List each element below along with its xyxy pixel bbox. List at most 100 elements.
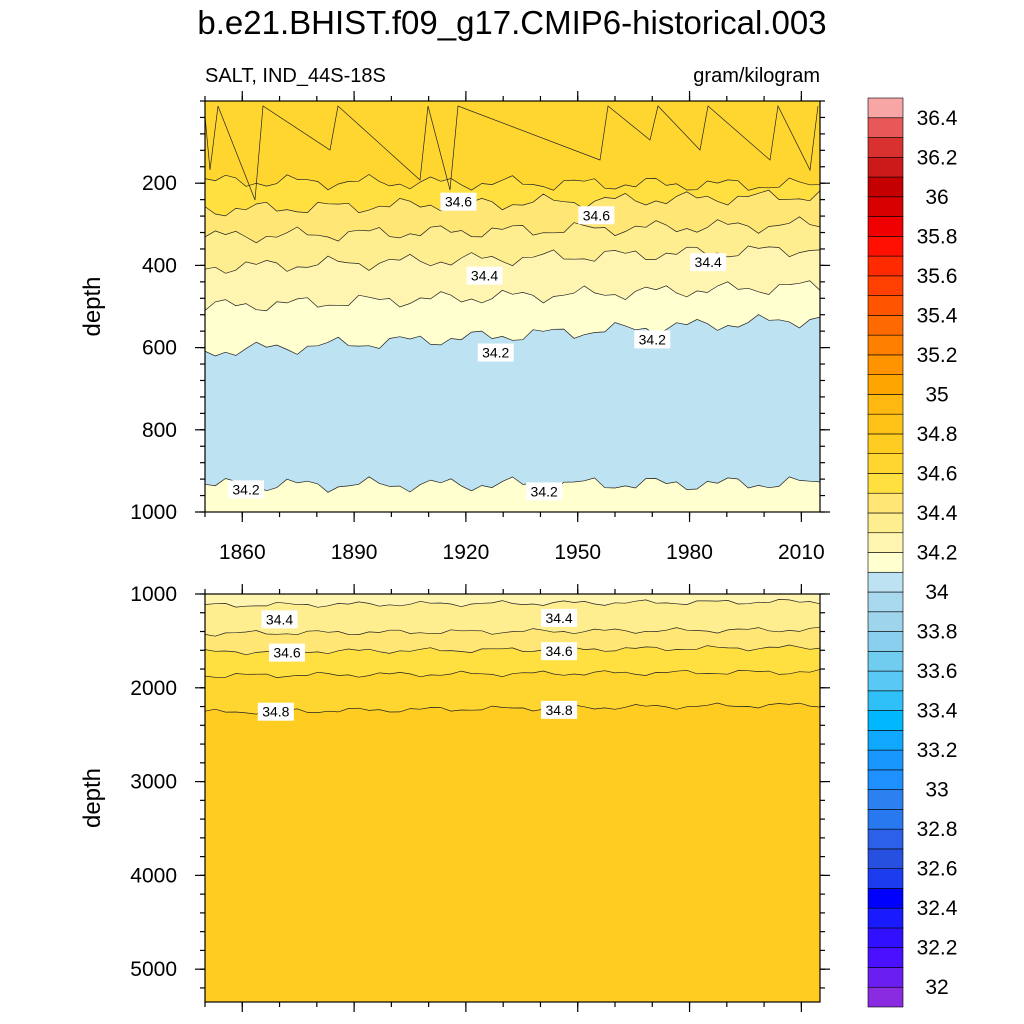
colorbar-swatch (867, 591, 904, 613)
contour-label-text: 34.2 (639, 331, 666, 347)
colorbar-swatch (867, 789, 904, 810)
colorbar-swatch (867, 394, 904, 415)
contour-line (205, 245, 820, 274)
colorbar-swatch (867, 236, 904, 257)
colorbar-tick-label: 35.8 (917, 225, 958, 248)
contour-label-text: 34.4 (545, 610, 572, 626)
colorbar-tick-label: 36.4 (917, 107, 958, 130)
contour-label: 34.4 (541, 608, 578, 627)
colorbar-swatch (867, 453, 904, 474)
contour-line (205, 476, 820, 493)
colorbar-swatch (867, 137, 904, 158)
contour-band (205, 703, 820, 1002)
contour-line (205, 314, 820, 357)
contour-label: 34.4 (261, 610, 298, 629)
contour-label: 34.6 (578, 206, 615, 225)
colorbar-swatch (867, 907, 904, 929)
colorbar-swatch (867, 216, 904, 237)
colorbar-tick-label: 33.2 (917, 739, 958, 762)
y-tick-label: 4000 (130, 864, 177, 887)
colorbar-swatch (867, 532, 904, 553)
colorbar-swatch (867, 690, 904, 711)
colorbar-tick-label: 36.2 (917, 146, 958, 169)
colorbar-swatch (867, 670, 904, 692)
y-axis-label: depth (79, 276, 106, 336)
x-tick-label: 1920 (443, 541, 490, 564)
contour-label: 34.8 (257, 702, 294, 721)
contour-label-text: 34.4 (266, 611, 293, 627)
colorbar-swatch (867, 492, 904, 514)
y-tick-label: 1000 (130, 501, 177, 524)
contour-line (205, 280, 820, 312)
contour-label: 34.4 (690, 253, 727, 272)
y-tick-label: 1000 (130, 583, 177, 606)
contour-line (205, 104, 819, 201)
contour-line (205, 669, 820, 678)
contour-label: 34.6 (440, 192, 477, 211)
colorbar-tick-label: 34.8 (917, 423, 958, 446)
colorbar-swatch (867, 769, 904, 790)
colorbar-swatch (867, 315, 904, 336)
colorbar-swatch (867, 828, 904, 850)
colorbar-tick-label: 33 (925, 779, 948, 802)
y-axis-label: depth (79, 768, 106, 828)
colorbar-tick-label: 35.4 (917, 304, 958, 327)
contour-label: 34.2 (228, 480, 264, 499)
colorbar-swatch (867, 552, 904, 573)
colorbar-swatch (867, 730, 904, 751)
contour-label-text: 34.4 (695, 254, 722, 270)
x-tick-label: 1980 (666, 541, 713, 564)
colorbar-tick-label: 32.6 (917, 858, 958, 881)
contour-label-text: 34.6 (445, 194, 472, 210)
colorbar-swatch (867, 927, 904, 949)
y-tick-label: 200 (142, 172, 177, 195)
colorbar-swatch (867, 947, 904, 968)
y-tick-label: 2000 (130, 677, 177, 700)
colorbar-tick-label: 32.2 (917, 937, 958, 960)
contour-label-text: 34.8 (262, 704, 289, 720)
contour-line (205, 189, 820, 217)
colorbar-swatch (867, 868, 904, 889)
contour-label: 34.2 (526, 482, 563, 501)
y-tick-label: 800 (142, 419, 177, 442)
colorbar-swatch (867, 571, 904, 593)
colorbar-swatch (867, 196, 904, 217)
colorbar-swatch (867, 156, 904, 178)
colorbar-tick-label: 35.2 (917, 344, 958, 367)
colorbar-tick-label: 36 (925, 186, 948, 209)
colorbar-swatch (867, 275, 904, 296)
contour-label: 34.8 (541, 700, 578, 719)
contour-label: 34.6 (541, 642, 578, 661)
colorbar-swatch (867, 97, 904, 119)
colorbar-tick-label: 32.8 (917, 818, 958, 841)
contour-label-text: 34.2 (531, 483, 558, 499)
x-tick-label: 1890 (331, 541, 378, 564)
colorbar-swatch (867, 986, 904, 1008)
colorbar-swatch (867, 848, 904, 869)
colorbar-swatch (867, 651, 904, 672)
contour-line (205, 644, 820, 656)
contour-label-text: 34.2 (482, 345, 509, 361)
contour-label-text: 34.6 (583, 207, 610, 223)
upper-depth-panel: 34.6 34.6 34.4 34.4 34.2 34.2 34.2 34.2 200 400 60… (79, 91, 830, 564)
colorbar-tick-label: 33.4 (917, 700, 958, 723)
y-tick-label: 600 (142, 337, 177, 360)
units-string: gram/kilogram (693, 65, 820, 87)
contour-line (205, 216, 820, 244)
colorbar-swatch (867, 473, 904, 494)
colorbar-tick-label: 35 (925, 383, 948, 406)
colorbar-swatch (867, 374, 904, 395)
colorbar-tick-label: 33.6 (917, 660, 958, 683)
colorbar-swatch (867, 611, 904, 632)
contour-line (205, 174, 820, 191)
plot-frame (204, 100, 821, 513)
colorbar-tick-label: 34.6 (917, 462, 958, 485)
colorbar-swatch (867, 413, 904, 435)
chart-title: b.e21.BHIST.f09_g17.CMIP6-historical.003 (197, 4, 826, 41)
y-tick-label: 5000 (130, 958, 177, 981)
colorbar-swatch (867, 631, 904, 652)
x-tick-label: 1860 (219, 541, 266, 564)
colorbar-swatch (867, 433, 904, 454)
colorbar-swatch (867, 710, 904, 731)
